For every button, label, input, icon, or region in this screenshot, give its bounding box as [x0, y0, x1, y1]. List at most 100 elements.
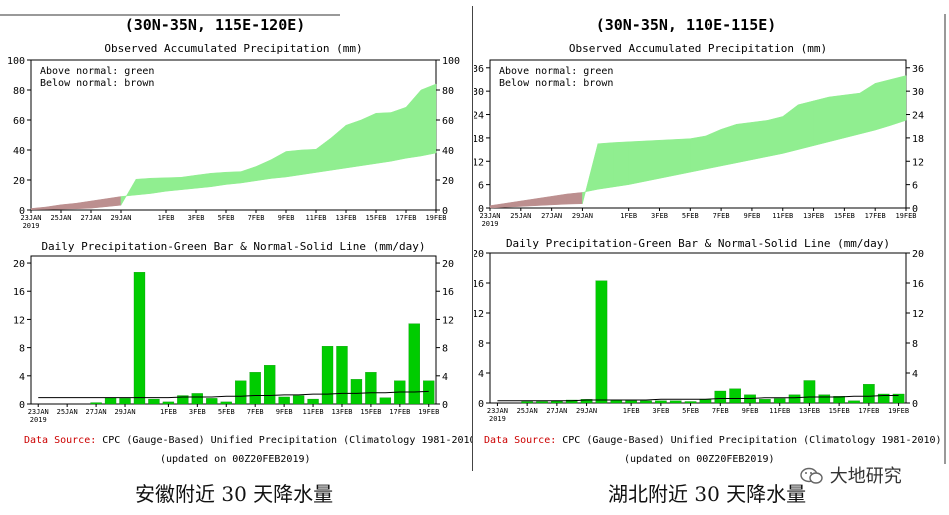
top-rule-right: [944, 14, 946, 464]
daily-bar: [379, 397, 392, 405]
daily-bar: [803, 380, 816, 404]
data-source-label: Data Source:: [484, 435, 556, 446]
daily-xtick-year: 2019: [489, 415, 506, 423]
daily-xtick-label: 19FEB: [888, 407, 909, 415]
accum-ytick-label: 24: [474, 111, 484, 122]
accum-fill-segment: [828, 94, 845, 143]
daily-bar: [206, 398, 218, 405]
daily-ytick-label: 20: [912, 249, 924, 260]
accum-xtick-label: 3FEB: [651, 212, 668, 220]
daily-bar: [684, 401, 697, 404]
accum-fill-segment: [210, 171, 227, 188]
accum-ytick-label: 18: [912, 134, 924, 145]
accum-ytick-label: 20: [442, 176, 454, 187]
accum-xtick-label: 11FEB: [772, 212, 793, 220]
daily-ytick-label: 12: [474, 309, 484, 320]
daily-ytick-label: 0: [478, 399, 484, 410]
accum-title: Observed Accumulated Precipitation (mm): [104, 42, 362, 55]
daily-bar: [625, 400, 637, 404]
accum-fill-segment: [225, 171, 242, 185]
daily-xtick-label: 5FEB: [218, 408, 235, 416]
accum-fill-segment: [890, 75, 907, 126]
left-panel: (30N-35N, 115E-120E) Observed Accumulated…: [7, 16, 472, 465]
daily-normal-line: [38, 390, 429, 399]
daily-xtick-label: 13FEB: [331, 408, 352, 416]
daily-bar: [177, 395, 189, 405]
daily-ytick-label: 16: [474, 279, 484, 290]
accum-ytick-label: 0: [478, 204, 484, 215]
accum-ytick-label: 36: [912, 64, 924, 75]
accum-fill-segment: [375, 112, 392, 164]
accum-title: Observed Accumulated Precipitation (mm): [569, 42, 827, 55]
accum-xtick-label: 5FEB: [682, 212, 699, 220]
daily-xtick-label: 23JAN: [28, 408, 49, 416]
daily-bar: [565, 399, 578, 404]
daily-bar: [595, 280, 608, 404]
data-source-line: Data Source: CPC (Gauge-Based) Unified P…: [24, 435, 472, 446]
daily-ytick-label: 20: [13, 259, 25, 270]
daily-bar: [536, 401, 548, 404]
accum-ytick-label: 60: [13, 116, 25, 127]
daily-xtick-label: 13FEB: [799, 407, 820, 415]
daily-bar: [249, 372, 261, 405]
region-title: (30N-35N, 110E-115E): [596, 16, 777, 34]
daily-xtick-label: 25JAN: [517, 407, 538, 415]
accum-xtick-label: 25JAN: [510, 212, 531, 220]
daily-ytick-label: 12: [13, 315, 25, 326]
daily-ytick-label: 0: [442, 400, 448, 411]
accum-fill-segment: [285, 149, 302, 178]
accum-ytick-label: 12: [912, 157, 924, 168]
daily-bar: [90, 402, 102, 405]
accum-legend-entry: Above normal: green: [499, 66, 613, 77]
daily-bar: [162, 401, 175, 405]
accum-ytick-label: 12: [474, 157, 484, 168]
accum-xtick-label: 11FEB: [305, 214, 326, 222]
daily-ytick-label: 12: [442, 315, 454, 326]
accum-ytick-label: 40: [442, 146, 454, 157]
region-title: (30N-35N, 115E-120E): [125, 16, 306, 34]
accum-fill-segment: [690, 135, 706, 173]
daily-bar: [818, 394, 831, 404]
daily-bar: [408, 323, 420, 405]
daily-xtick-label: 29JAN: [576, 407, 597, 415]
accum-fill-segment: [643, 139, 660, 182]
daily-ytick-label: 8: [19, 344, 25, 355]
accum-ytick-label: 60: [442, 116, 454, 127]
accum-xtick-label: 27JAN: [541, 212, 562, 220]
daily-xtick-label: 19FEB: [418, 408, 439, 416]
accum-fill-segment: [751, 120, 768, 161]
accum-fill-segment: [345, 119, 362, 169]
accum-ytick-label: 100: [7, 56, 25, 67]
accum-ytick-label: 0: [912, 204, 918, 215]
accum-fill-segment: [797, 100, 814, 150]
daily-bar: [264, 365, 276, 405]
daily-bar: [729, 388, 741, 404]
accum-fill-segment: [360, 112, 377, 167]
accum-xtick-label: 3FEB: [188, 214, 205, 222]
daily-xtick-label: 15FEB: [360, 408, 381, 416]
daily-xtick-label: 27JAN: [546, 407, 567, 415]
accum-ytick-label: 80: [442, 86, 454, 97]
daily-ytick-label: 4: [912, 369, 918, 380]
accum-fill-segment: [720, 123, 737, 167]
daily-ytick-label: 4: [478, 369, 484, 380]
daily-bar: [759, 399, 771, 404]
accum-xtick-label: 13FEB: [335, 214, 356, 222]
daily-xtick-label: 27JAN: [86, 408, 107, 416]
accum-ytick-label: 80: [13, 86, 25, 97]
accum-fill-segment: [613, 141, 629, 188]
accum-fill-segment: [300, 148, 317, 176]
daily-ytick-label: 12: [912, 309, 924, 320]
accum-xtick-label: 29JAN: [572, 212, 593, 220]
daily-bar: [104, 397, 117, 405]
daily-bar: [848, 400, 860, 404]
accum-fill-segment: [180, 174, 197, 191]
accum-xtick-year: 2019: [482, 220, 499, 228]
daily-xtick-label: 3FEB: [652, 407, 669, 415]
accum-ytick-label: 100: [442, 56, 460, 67]
accum-ytick-label: 30: [912, 87, 924, 98]
accum-xtick-label: 9FEB: [743, 212, 760, 220]
accum-fill-segment: [597, 142, 614, 190]
daily-bar: [191, 393, 203, 405]
daily-bar: [877, 393, 890, 404]
